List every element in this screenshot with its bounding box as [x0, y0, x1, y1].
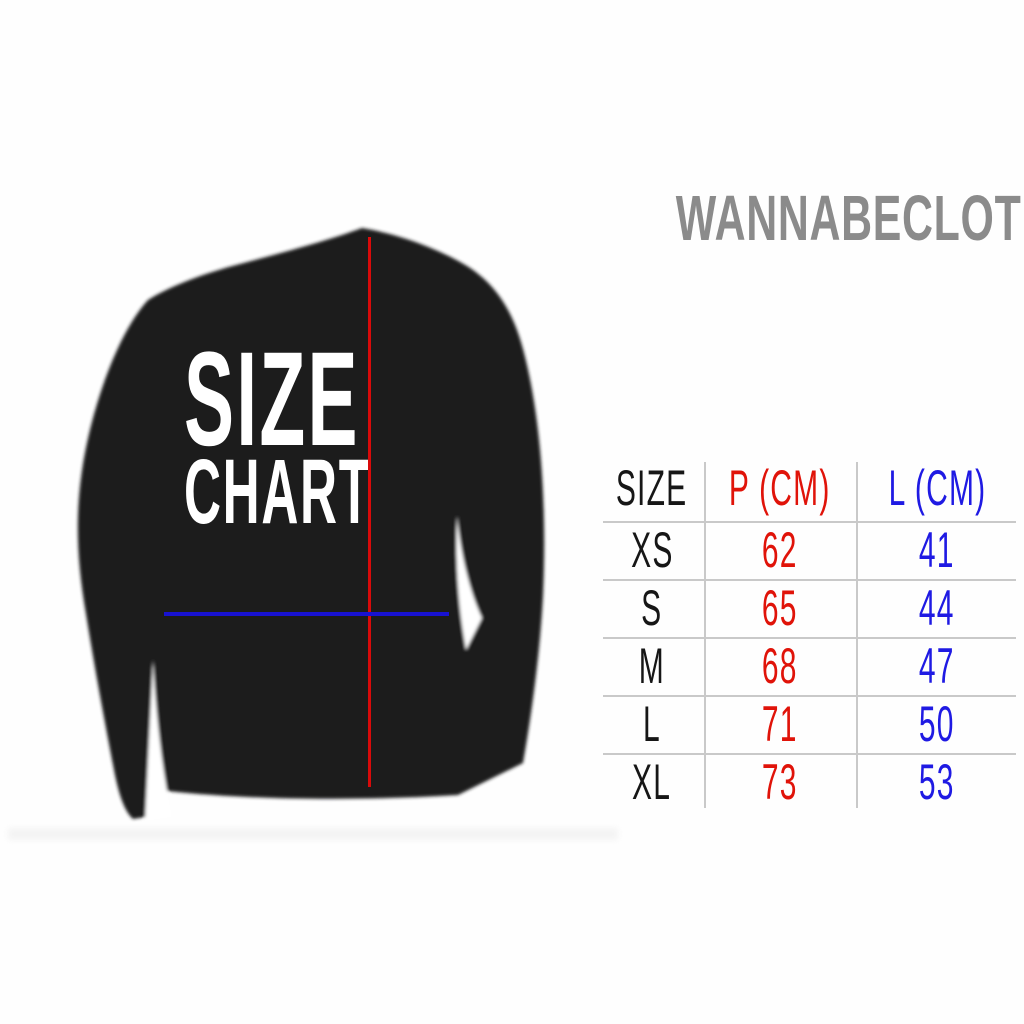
- shirt-print-chart: CHART: [184, 446, 521, 538]
- table-row-l-size: L: [643, 696, 661, 752]
- table-row-xl-l: 53: [919, 754, 955, 810]
- sleeve-gap-right: [456, 516, 482, 650]
- table-gridline-h: [603, 521, 1016, 523]
- width-measure-line: [164, 612, 449, 616]
- shirt-print-chart-text: CHART: [184, 441, 372, 543]
- table-row-l-l: 50: [919, 696, 955, 752]
- table-row-m-l: 47: [919, 638, 955, 694]
- size-table-header-p-cm: P (CM): [729, 459, 831, 516]
- table-row-xl-p: 73: [762, 754, 798, 810]
- table-gridline-h: [603, 579, 1016, 581]
- length-measure-line: [368, 237, 371, 787]
- sleeve-gap-left: [145, 660, 172, 821]
- table-row-m-size: M: [638, 638, 666, 694]
- table-row-m-p: 68: [762, 638, 798, 694]
- table-gridline-h: [603, 695, 1016, 697]
- size-table: SIZE P (CM) L (CM) XS 62 41 S 65 44 M: [600, 454, 1018, 811]
- table-row-s-p: 65: [762, 580, 798, 636]
- table-row-xs-size: XS: [630, 522, 674, 578]
- table-row-xl-size: XL: [632, 754, 672, 810]
- tshirt-body: [77, 228, 545, 819]
- brand-logo: WANNABECLOTH: [490, 186, 1024, 250]
- shirt-print-size-text: SIZE: [184, 325, 360, 474]
- table-gridline-v: [704, 462, 706, 808]
- table-row-xs-l: 41: [919, 522, 955, 578]
- size-table-header-size: SIZE: [616, 459, 688, 516]
- table-row-xs-p: 62: [762, 522, 798, 578]
- table-gridline-h: [603, 637, 1016, 639]
- faint-watermark: [8, 828, 618, 840]
- brand-name: WANNABECLOTH: [675, 182, 1024, 254]
- shirt-print-size: SIZE: [184, 333, 498, 467]
- table-row-s-size: S: [641, 580, 663, 636]
- table-gridline-v: [856, 462, 858, 808]
- table-row-l-p: 71: [762, 696, 798, 752]
- table-gridline-h: [603, 753, 1016, 755]
- table-row-s-l: 44: [919, 580, 955, 636]
- size-table-header-l-cm: L (CM): [888, 459, 986, 516]
